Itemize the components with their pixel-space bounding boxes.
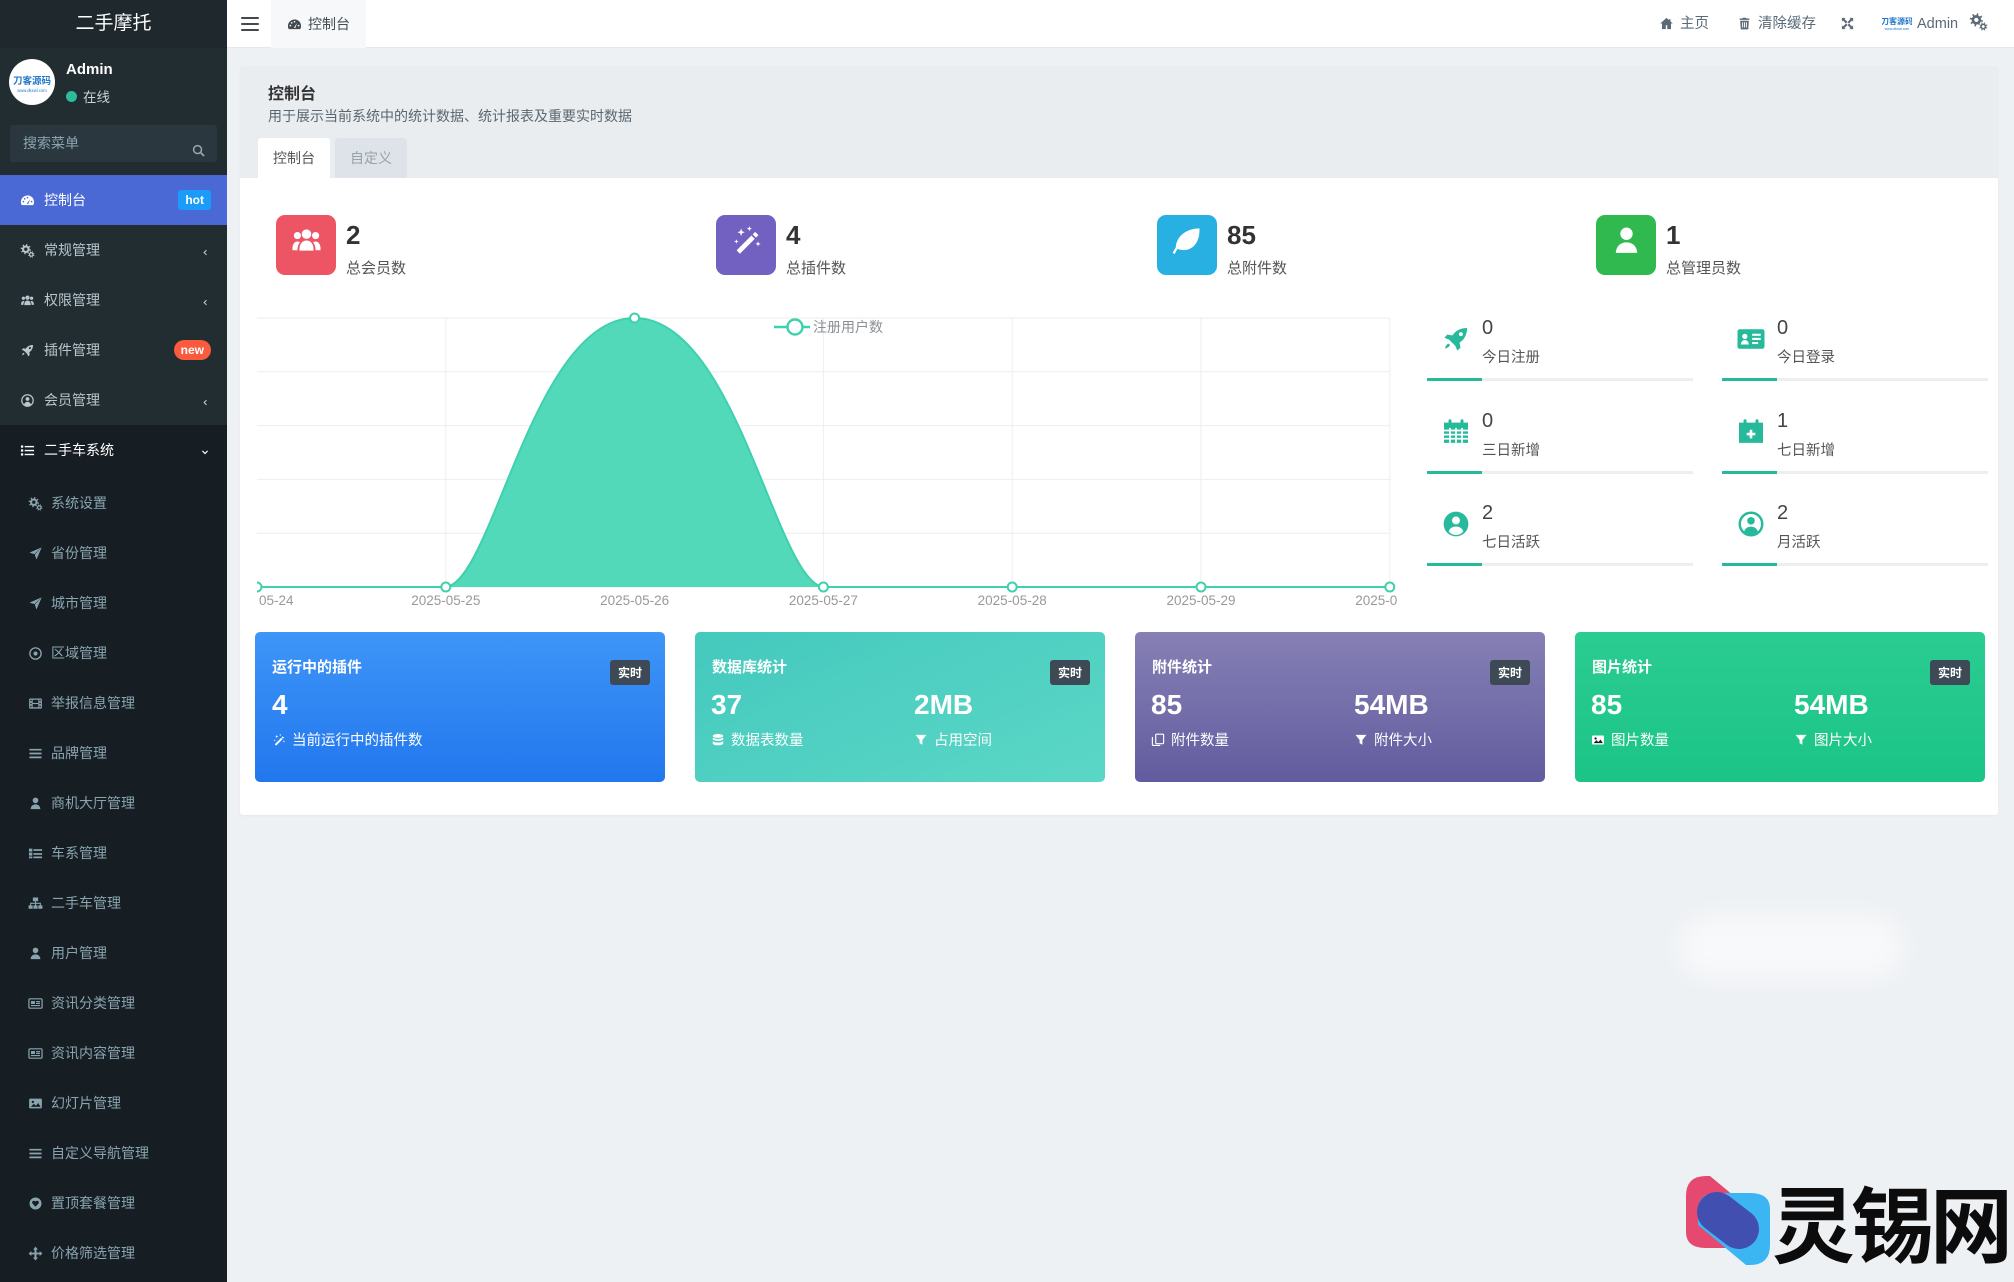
- svg-text:2025-05-29: 2025-05-29: [1166, 593, 1235, 608]
- svg-text:2025-05-28: 2025-05-28: [978, 593, 1047, 608]
- svg-text:2025-05-26: 2025-05-26: [600, 593, 669, 608]
- svg-text:2025-05-25: 2025-05-25: [411, 593, 480, 608]
- svg-text:www.dkxwl.com: www.dkxwl.com: [1885, 27, 1910, 31]
- svg-text:05-24: 05-24: [259, 593, 294, 608]
- svg-text:2025-05-27: 2025-05-27: [789, 593, 858, 608]
- svg-text:刀客源码: 刀客源码: [13, 73, 52, 87]
- svg-text:刀客源码: 刀客源码: [1882, 16, 1912, 27]
- svg-text:www.dkxwl.com: www.dkxwl.com: [17, 88, 47, 93]
- svg-text:注册用户数: 注册用户数: [813, 319, 883, 335]
- svg-text:2025-05-30: 2025-05-30: [1355, 593, 1397, 608]
